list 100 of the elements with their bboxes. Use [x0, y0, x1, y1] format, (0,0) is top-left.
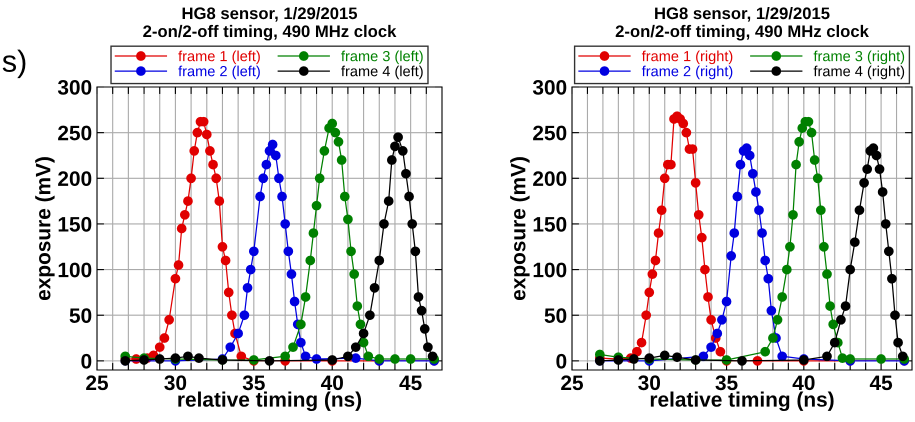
- point: [233, 328, 243, 338]
- point: [876, 354, 886, 364]
- point: [358, 338, 368, 348]
- point: [398, 146, 408, 156]
- point: [660, 350, 670, 360]
- point: [859, 178, 869, 188]
- point: [401, 168, 411, 179]
- x-axis-title: relative timing (ns): [650, 392, 834, 412]
- point: [384, 196, 394, 206]
- point: [819, 242, 829, 252]
- y-tick-label: 0: [556, 354, 566, 369]
- point: [744, 150, 755, 160]
- point: [706, 342, 716, 352]
- point: [636, 338, 646, 348]
- point: [862, 164, 872, 174]
- point: [737, 356, 747, 366]
- point: [407, 219, 418, 229]
- point: [760, 346, 770, 357]
- point: [220, 256, 230, 266]
- chart-title: HG8 sensor, 1/29/2015 2-on/2-off timing, 490 MHz clock: [143, 6, 396, 41]
- y-tick-label: 150: [534, 216, 566, 232]
- point: [288, 342, 298, 352]
- point: [757, 228, 767, 238]
- point: [211, 173, 222, 184]
- point: [791, 160, 801, 170]
- point: [654, 228, 664, 238]
- y-tick-label: 50: [544, 308, 566, 323]
- point: [236, 351, 246, 362]
- x-tick-label: 40: [320, 375, 343, 390]
- point: [726, 251, 736, 261]
- point: [214, 196, 224, 206]
- point: [308, 228, 318, 238]
- point: [656, 205, 666, 216]
- point: [320, 146, 330, 156]
- point: [183, 351, 193, 362]
- point: [632, 346, 642, 357]
- x-tick-label: 45: [399, 376, 422, 390]
- y-tick-label: 100: [58, 262, 92, 278]
- point: [678, 118, 688, 128]
- x-tick-label: 30: [638, 375, 660, 390]
- point: [363, 351, 374, 362]
- point: [270, 150, 281, 160]
- y-tick-label: 250: [533, 126, 566, 140]
- point: [420, 324, 430, 334]
- point: [822, 269, 832, 280]
- point: [822, 351, 832, 362]
- point: [174, 260, 184, 270]
- point: [672, 352, 682, 362]
- point: [296, 319, 306, 330]
- point: [772, 314, 782, 325]
- legend-label: frame 1 (right): [642, 50, 732, 64]
- point: [880, 219, 891, 229]
- point: [406, 354, 416, 364]
- point: [390, 354, 400, 364]
- point: [350, 353, 361, 363]
- point: [240, 310, 250, 320]
- y-tick-label: 150: [58, 216, 92, 232]
- point: [160, 333, 170, 343]
- point: [290, 296, 300, 306]
- point: [830, 338, 840, 348]
- point: [785, 242, 795, 252]
- point: [268, 140, 278, 150]
- point: [706, 314, 716, 325]
- x-tick-label: 25: [561, 375, 584, 390]
- point: [836, 314, 846, 325]
- point: [192, 128, 202, 138]
- point: [690, 178, 700, 188]
- point: [682, 128, 692, 138]
- point: [810, 155, 820, 165]
- chart-title: HG8 sensor, 1/29/2015 2-on/2-off timing, 490 MHz clock: [616, 6, 869, 41]
- point: [225, 342, 236, 352]
- point: [660, 173, 670, 184]
- point: [274, 173, 284, 184]
- point: [763, 274, 774, 284]
- point: [828, 319, 838, 330]
- x-tick-label: 30: [164, 375, 186, 390]
- point: [352, 301, 362, 311]
- y-axis-title: exposure (mV): [35, 157, 55, 300]
- x-tick-label: 40: [792, 375, 815, 390]
- x-tick-label: 35: [242, 375, 265, 390]
- point: [766, 306, 776, 316]
- point: [242, 282, 252, 293]
- point: [227, 310, 237, 320]
- point: [644, 288, 654, 298]
- point: [872, 150, 882, 160]
- point: [696, 232, 707, 242]
- point: [296, 338, 306, 348]
- point: [180, 210, 190, 220]
- y-tick-label: 50: [70, 308, 92, 323]
- point: [410, 246, 420, 256]
- point: [186, 173, 196, 184]
- point: [878, 187, 888, 197]
- point: [170, 274, 180, 284]
- point: [641, 310, 652, 320]
- point: [806, 128, 816, 138]
- point: [343, 351, 353, 362]
- legend-label: frame 2 (right): [642, 66, 732, 80]
- point: [189, 146, 200, 156]
- point: [154, 354, 165, 364]
- point: [845, 264, 856, 274]
